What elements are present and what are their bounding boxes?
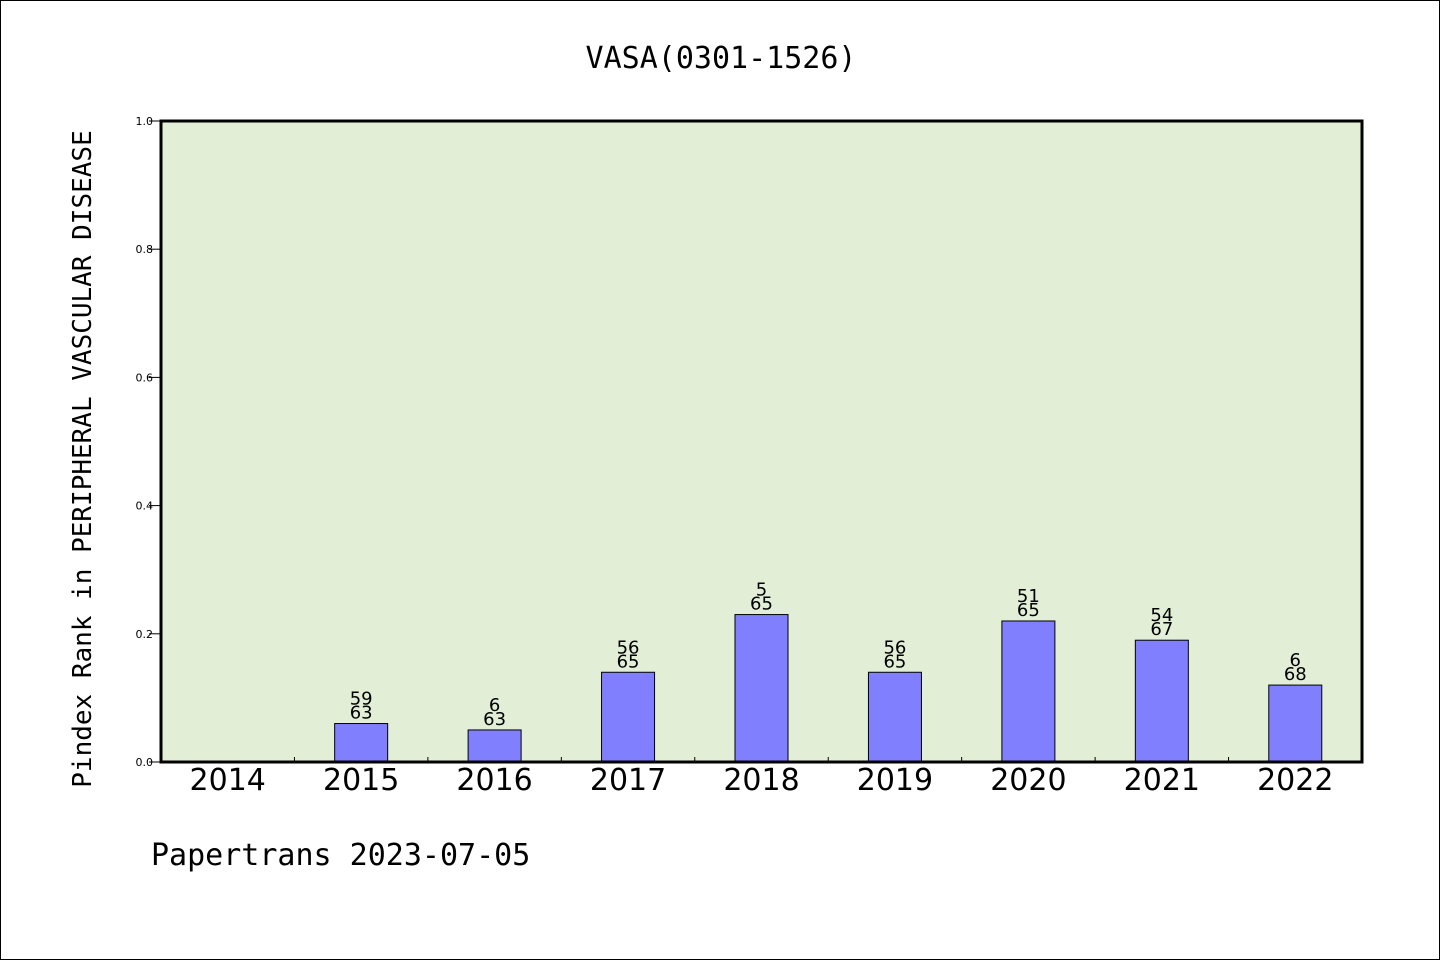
y-tick-label-0.4: 0.4 bbox=[136, 500, 154, 513]
bar-label-total-2019: 65 bbox=[883, 651, 906, 672]
y-tick-label-1.0: 1.0 bbox=[136, 115, 154, 128]
bar-label-rank-2018: 5 bbox=[756, 580, 767, 601]
x-tick-label-2017: 2017 bbox=[590, 763, 666, 798]
y-axis-label: Pindex Rank in PERIPHERAL VASCULAR DISEA… bbox=[68, 130, 98, 787]
x-tick-label-2020: 2020 bbox=[990, 763, 1066, 798]
bar-label-total-2021: 67 bbox=[1150, 619, 1173, 640]
bar-2021 bbox=[1134, 639, 1189, 763]
bar-label-rank-2019: 56 bbox=[883, 637, 906, 658]
bar-label-rank-2022: 6 bbox=[1290, 650, 1301, 671]
bar-2022 bbox=[1268, 684, 1323, 763]
bar-label-total-2020: 65 bbox=[1017, 600, 1040, 621]
bar-label-total-2017: 65 bbox=[617, 651, 640, 672]
bar-label-total-2015: 63 bbox=[350, 703, 373, 724]
footer-credit: Papertrans 2023-07-05 bbox=[151, 838, 530, 873]
x-tick-label-2016: 2016 bbox=[456, 763, 532, 798]
chart-title: VASA(0301-1526) bbox=[586, 41, 857, 76]
x-tick-label-2021: 2021 bbox=[1124, 763, 1200, 798]
bar-label-total-2016: 63 bbox=[483, 709, 506, 730]
x-tick-label-2022: 2022 bbox=[1257, 763, 1333, 798]
x-tick-label-2018: 2018 bbox=[723, 763, 799, 798]
bar-label-rank-2021: 54 bbox=[1150, 605, 1173, 626]
bar-2016 bbox=[467, 729, 522, 763]
bar-2020 bbox=[1001, 620, 1056, 763]
bar-label-rank-2015: 59 bbox=[350, 689, 373, 710]
bar-label-rank-2017: 56 bbox=[617, 637, 640, 658]
bar-2018 bbox=[734, 614, 789, 763]
bar-label-rank-2020: 51 bbox=[1017, 586, 1040, 607]
y-tick-label-0.0: 0.0 bbox=[136, 756, 154, 769]
bar-label-rank-2016: 6 bbox=[489, 695, 500, 716]
bar-2019 bbox=[867, 671, 922, 763]
x-tick-label-2015: 2015 bbox=[323, 763, 399, 798]
y-tick-label-0.8: 0.8 bbox=[136, 243, 154, 256]
bar-label-total-2018: 65 bbox=[750, 594, 773, 615]
bar-label-total-2022: 68 bbox=[1284, 664, 1307, 685]
x-tick-label-2019: 2019 bbox=[857, 763, 933, 798]
plot-frame bbox=[159, 119, 1364, 764]
bar-2017 bbox=[601, 671, 656, 763]
x-tick-label-2014: 2014 bbox=[190, 763, 266, 798]
y-tick-label-0.2: 0.2 bbox=[136, 628, 154, 641]
bar-2015 bbox=[334, 723, 389, 763]
y-tick-label-0.6: 0.6 bbox=[136, 371, 154, 384]
